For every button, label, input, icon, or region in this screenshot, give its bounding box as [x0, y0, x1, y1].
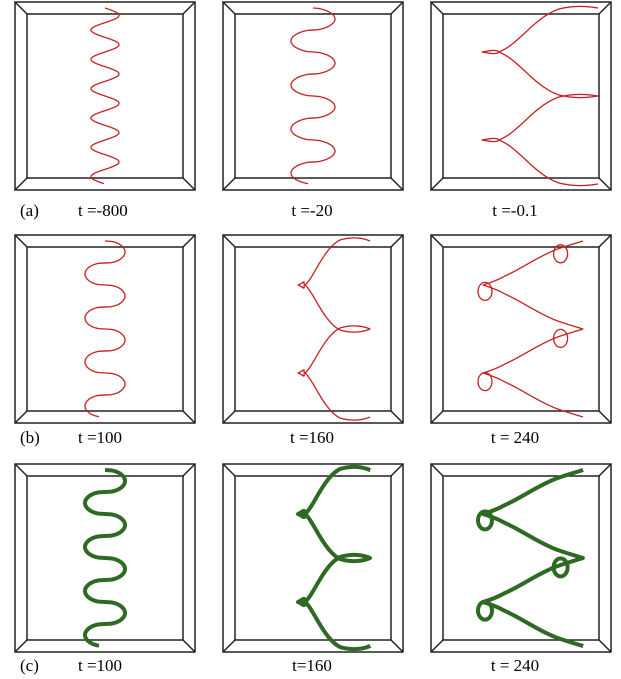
frame-edge: [183, 640, 195, 652]
vortex-curve: [482, 6, 598, 185]
frame-edge: [15, 464, 27, 476]
row-label: (b): [20, 428, 40, 447]
frame-edge: [183, 235, 195, 247]
panel-inner-frame: [443, 247, 599, 411]
panel-inner-frame: [443, 14, 599, 178]
frame-edge: [431, 464, 443, 476]
frame-edge: [223, 464, 235, 476]
panel-inner-frame: [235, 247, 391, 411]
panel-caption: t=160: [292, 656, 332, 675]
panel-frame: [223, 464, 403, 652]
frame-edge: [599, 2, 611, 14]
frame-edge: [15, 2, 27, 14]
panel-caption: t = 240: [491, 656, 539, 675]
figure: (a) t =-800 t =-20 t =-0.1 (b) t =100 t …: [0, 0, 621, 679]
vortex-curve: [298, 238, 370, 420]
panel-caption: t =100: [78, 428, 122, 447]
frame-edge: [15, 640, 27, 652]
vortex-curve: [298, 467, 370, 649]
vortex-curve: [91, 8, 119, 184]
panel-caption: t =-800: [78, 201, 128, 220]
frame-edge: [223, 178, 235, 190]
vortex-ring: [478, 373, 492, 391]
frame-edge: [391, 178, 403, 190]
panel-inner-frame: [443, 476, 599, 640]
frame-edge: [15, 411, 27, 423]
frame-edge: [431, 235, 443, 247]
frame-edge: [223, 2, 235, 14]
frame-edge: [599, 640, 611, 652]
frame-edge: [183, 2, 195, 14]
frame-edge: [431, 640, 443, 652]
panel-caption: t = 240: [491, 428, 539, 447]
row-label: (a): [20, 201, 39, 220]
panel-caption: t =-20: [291, 201, 332, 220]
panel-frame: [431, 235, 611, 423]
row-label: (c): [20, 656, 39, 675]
frame-edge: [431, 411, 443, 423]
frame-edge: [223, 411, 235, 423]
vortex-curve: [85, 241, 125, 417]
frame-edge: [15, 178, 27, 190]
panel-frame: [223, 235, 403, 423]
frame-edge: [183, 464, 195, 476]
panel-caption: t =-0.1: [492, 201, 537, 220]
frame-edge: [391, 411, 403, 423]
frame-edge: [391, 464, 403, 476]
frame-edge: [391, 640, 403, 652]
frame-edge: [183, 411, 195, 423]
frame-edge: [183, 178, 195, 190]
vortex-curve: [483, 470, 583, 646]
frame-edge: [223, 235, 235, 247]
panel-frame: [431, 2, 611, 190]
frame-edge: [391, 2, 403, 14]
vortex-curve: [483, 241, 583, 417]
frame-edge: [599, 411, 611, 423]
frame-edge: [391, 235, 403, 247]
vortex-curve: [85, 470, 125, 646]
frame-edge: [599, 464, 611, 476]
panel-caption: t =160: [290, 428, 334, 447]
frame-edge: [431, 178, 443, 190]
frame-edge: [599, 235, 611, 247]
panel-caption: t =100: [78, 656, 122, 675]
frame-edge: [431, 2, 443, 14]
frame-edge: [15, 235, 27, 247]
frame-edge: [599, 178, 611, 190]
frame-edge: [223, 640, 235, 652]
vortex-curve: [291, 8, 335, 184]
